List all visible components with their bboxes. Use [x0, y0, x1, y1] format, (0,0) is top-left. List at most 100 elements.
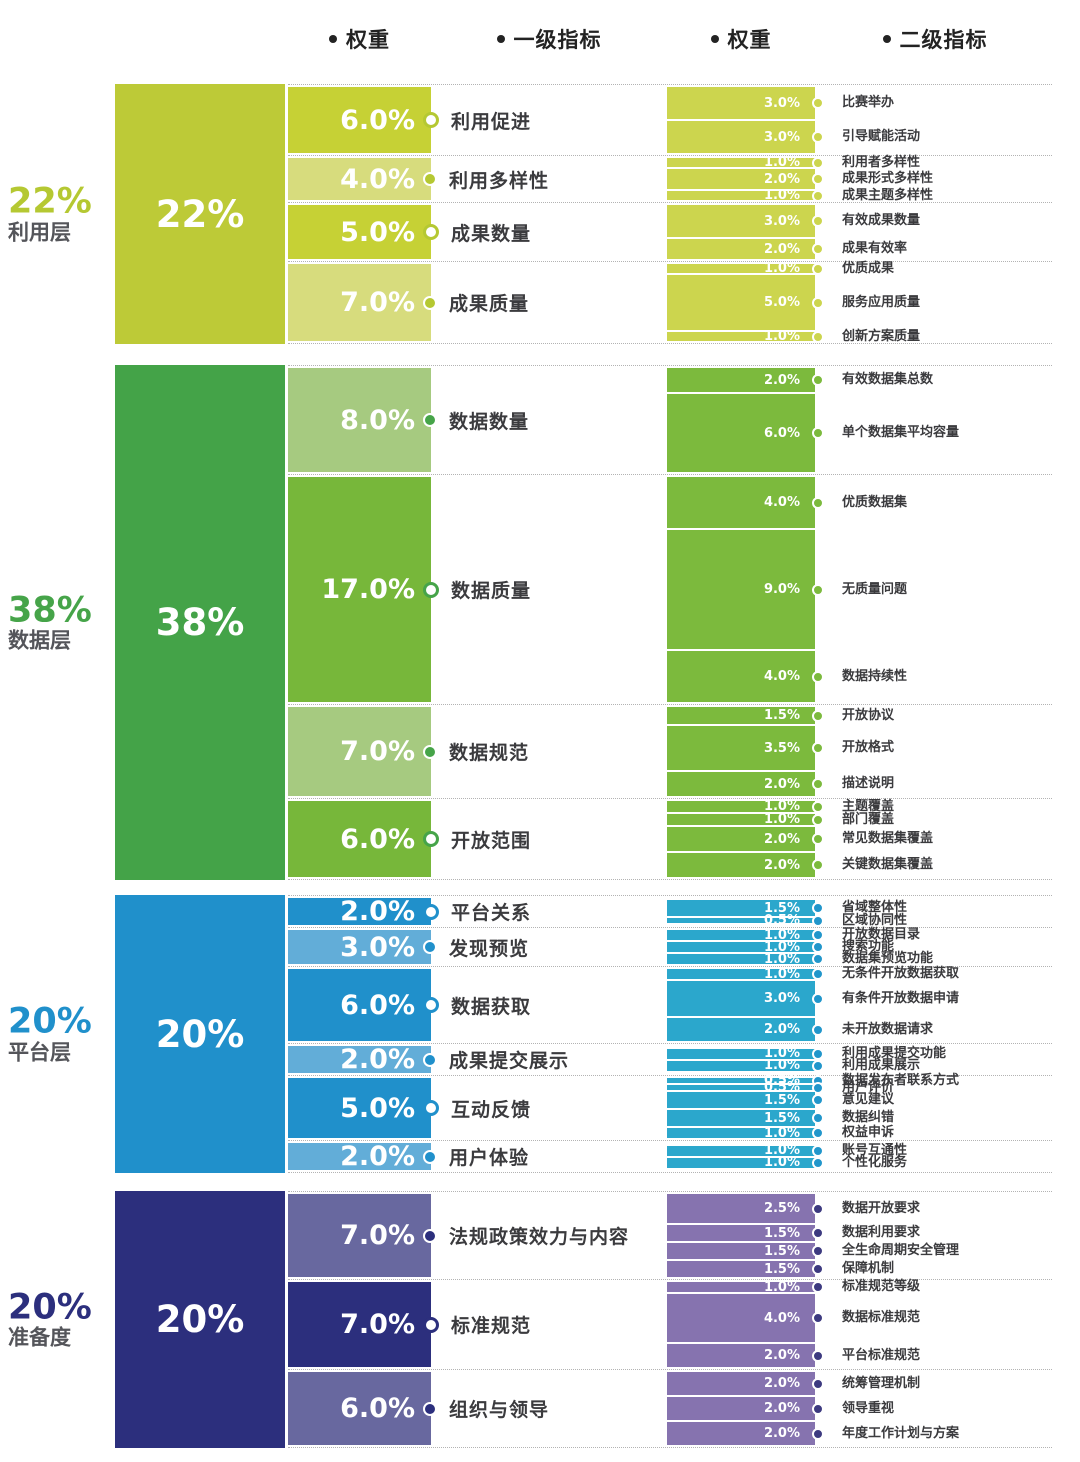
level2-weight-value: 2.0%: [763, 1426, 800, 1441]
level2-list: 1.0% 利用成果提交功能 1.0% 利用成果展示: [667, 1046, 1052, 1073]
level1-group: 6.0% 利用促进 3.0% 比赛举办 3.0% 引导赋能活动: [288, 85, 1052, 155]
layer-total-percent: 20%: [155, 1012, 245, 1056]
level2-weight-bar: 3.5%: [667, 726, 824, 770]
level2-weight-value: 1.5%: [763, 1092, 800, 1108]
level2-row: 2.0% 有效数据集总数: [667, 368, 1052, 392]
layer-side-percent: 38%: [8, 590, 92, 631]
level1-weight-value: 7.0%: [340, 1309, 415, 1340]
level2-row: 1.0% 权益申诉: [667, 1126, 1052, 1140]
level2-indicator-text: 优质数据集: [842, 494, 908, 510]
level2-weight-bar: 0.5%: [667, 914, 824, 927]
level2-indicator-text: 利用者多样性: [842, 154, 921, 170]
level2-weight-value: 2.0%: [763, 1401, 800, 1416]
level2-row: 1.5% 数据利用要求: [667, 1225, 1052, 1241]
level2-dot-icon: [812, 1127, 824, 1139]
layer-side-label: 38% 数据层: [8, 592, 92, 653]
level1-weight-bar: 7.0%: [288, 1282, 431, 1367]
level2-dot-icon: [812, 97, 824, 109]
level1-indicator-label: 数据数量: [423, 368, 667, 472]
level1-indicator-label: 发现预览: [423, 930, 667, 964]
level1-weight-value: 6.0%: [340, 104, 415, 136]
level1-dot-icon: [423, 744, 437, 759]
level1-weight-bar: 4.0%: [288, 158, 431, 200]
level1-indicator-label: 成果提交展示: [423, 1046, 667, 1073]
level2-indicator-text: 单个数据集平均容量: [842, 425, 960, 441]
level1-group: 6.0% 组织与领导 2.0% 统筹管理机制 2.0% 领导重视 2.0% 年度工作计划与方案: [288, 1369, 1052, 1447]
level2-dot-icon: [812, 374, 824, 386]
level1-weight-value: 2.0%: [340, 1044, 415, 1075]
level2-indicator-text: 有效数据集总数: [842, 372, 934, 388]
level2-weight-bar: 4.0%: [667, 1294, 824, 1342]
level1-dot-icon: [423, 997, 439, 1013]
level2-weight-value: 2.0%: [763, 857, 800, 873]
level1-dot-icon: [423, 831, 439, 847]
level2-weight-value: 0.5%: [763, 913, 800, 928]
level2-weight-bar: 6.0%: [667, 394, 824, 472]
level2-list: 1.0% 标准规范等级 4.0% 数据标准规范 2.0% 平台标准规范: [667, 1280, 1052, 1367]
layer-total-block: 38%: [115, 365, 285, 880]
level2-weight-bar: 1.5%: [667, 1261, 824, 1277]
level1-dot-icon: [423, 413, 437, 427]
level2-weight-value: 1.5%: [763, 1243, 800, 1259]
level2-indicator-text: 无质量问题: [842, 581, 908, 597]
header-label: 二级指标: [899, 28, 988, 52]
level2-weight-value: 1.0%: [763, 951, 800, 967]
level2-weight-value: 5.0%: [763, 295, 800, 310]
level2-weight-value: 1.0%: [763, 329, 800, 344]
level2-weight-bar: 3.0%: [667, 121, 824, 153]
level2-weight-bar: 1.5%: [667, 900, 824, 916]
layer-side-label: 22% 利用层: [8, 183, 92, 245]
level1-dot-icon: [423, 112, 439, 128]
level2-weight-bar: 1.5%: [667, 1225, 824, 1241]
level2-weight-value: 0.5%: [763, 1073, 800, 1088]
level2-dot-icon: [812, 902, 824, 914]
level2-row: 1.0% 开放数据目录: [667, 928, 1052, 942]
level2-weight-bar: 2.0%: [667, 239, 824, 259]
level2-dot-icon: [812, 1023, 824, 1036]
level2-weight-bar: 1.0%: [667, 189, 824, 202]
level2-dot-icon: [812, 670, 824, 683]
level2-indicator-text: 描述说明: [842, 776, 895, 792]
level2-weight-bar: 2.0%: [667, 853, 824, 877]
level1-indicator-text: 利用促进: [451, 110, 532, 133]
level2-weight-bar: 1.0%: [667, 1144, 824, 1157]
level2-row: 1.0% 利用成果提交功能: [667, 1046, 1052, 1061]
level2-dot-icon: [812, 1094, 824, 1106]
level2-indicator-text: 创新方案质量: [842, 328, 921, 344]
level2-dot-icon: [812, 1349, 824, 1362]
level2-weight-value: 1.0%: [763, 1046, 800, 1061]
level1-group: 5.0% 互动反馈 0.5% 数据发布者联系方式 0.5% 用户评价 1.5% 意见建议 1.5…: [288, 1074, 1052, 1140]
level2-dot-icon: [812, 262, 824, 275]
level2-indicator-text: 搜索功能: [842, 939, 895, 955]
level2-dot-icon: [812, 953, 824, 965]
level2-row: 3.0% 有条件开放数据申请: [667, 981, 1052, 1016]
level2-weight-value: 1.0%: [763, 812, 800, 827]
level2-indicator-text: 未开放数据请求: [842, 1021, 934, 1037]
level2-indicator-text: 个性化服务: [842, 1154, 908, 1170]
level2-weight-value: 1.0%: [763, 1155, 800, 1170]
level2-weight-bar: 3.0%: [667, 981, 824, 1016]
level1-weight-bar: 2.0%: [288, 898, 431, 925]
level1-weight-bar: 6.0%: [288, 969, 431, 1041]
indicator-groups: 2.0% 平台关系 1.5% 省域整体性 0.5% 区域协同性 3.0% 发现预览 1.0% 开放…: [288, 895, 1052, 1173]
layer-side-name: 准备度: [8, 1325, 71, 1350]
level2-dot-icon: [812, 1156, 824, 1169]
level1-dot-icon: [423, 1316, 439, 1333]
level2-row: 0.5% 数据发布者联系方式: [667, 1074, 1052, 1087]
level2-row: 1.0% 部门覆盖: [667, 812, 1052, 827]
level1-weight-value: 2.0%: [340, 1141, 415, 1172]
level2-weight-value: 3.0%: [763, 129, 800, 145]
level2-list: 1.0% 开放数据目录 1.0% 搜索功能 1.0% 数据集预览功能: [667, 928, 1052, 967]
level1-indicator-text: 互动反馈: [451, 1098, 532, 1121]
level1-weight-bar: 17.0%: [288, 477, 431, 702]
level2-row: 2.0% 关键数据集覆盖: [667, 853, 1052, 877]
level2-dot-icon: [812, 330, 824, 343]
level1-weight-bar: 8.0%: [288, 368, 431, 472]
level2-weight-bar: 2.0%: [667, 827, 824, 851]
level2-indicator-text: 开放协议: [842, 707, 895, 723]
level1-indicator-text: 数据获取: [451, 995, 532, 1018]
level1-weight-bar: 7.0%: [288, 707, 431, 796]
level1-group: 3.0% 发现预览 1.0% 开放数据目录 1.0% 搜索功能 1.0% 数据集预览功能: [288, 927, 1052, 966]
level2-weight-bar: 1.0%: [667, 941, 824, 954]
level2-row: 2.0% 未开放数据请求: [667, 1018, 1052, 1041]
